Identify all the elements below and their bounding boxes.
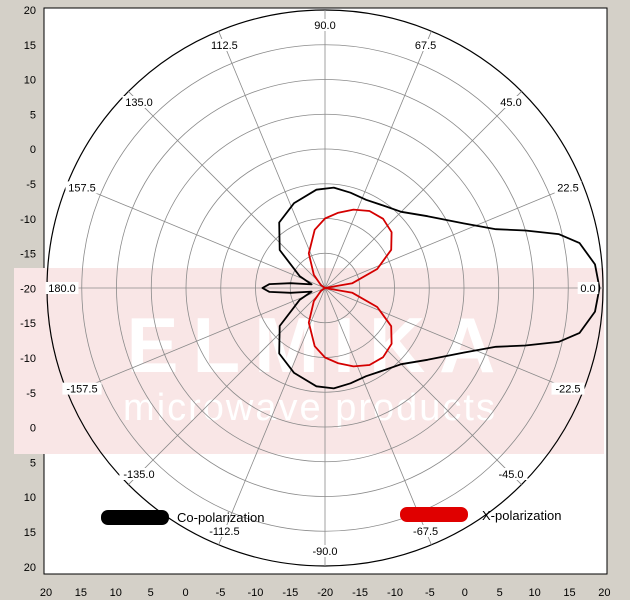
y-tick-label: 10 xyxy=(24,492,36,504)
angle-label-bg xyxy=(409,525,443,537)
y-tick-label: 15 xyxy=(24,40,36,52)
y-tick-label: 20 xyxy=(24,5,36,17)
angle-label-bg xyxy=(119,468,159,480)
grid-spoke xyxy=(128,287,326,485)
grid-spoke xyxy=(324,287,582,395)
angle-label-bg xyxy=(494,468,528,480)
legend-item-co-polarization: Co-polarization xyxy=(101,510,264,525)
x-tick-label: -5 xyxy=(216,587,226,599)
y-tick-label: -5 xyxy=(26,388,36,400)
x-tick-label: 0 xyxy=(462,587,468,599)
grid-spoke xyxy=(324,287,432,545)
angle-label: 112.5 xyxy=(211,40,238,52)
angle-label: 135.0 xyxy=(125,97,153,109)
grid-spoke xyxy=(128,91,326,289)
y-tick-label: 20 xyxy=(24,562,36,574)
y-tick-label: -20 xyxy=(20,283,36,295)
y-tick-label: -10 xyxy=(20,214,36,226)
y-tick-label: 5 xyxy=(30,457,36,469)
angle-label-bg xyxy=(577,282,599,294)
angle-label: 67.5 xyxy=(415,40,436,52)
watermark-tagline: microwave products xyxy=(123,387,497,429)
y-tick-label: 0 xyxy=(30,144,36,156)
angle-label-bg xyxy=(207,39,241,51)
angle-label-bg xyxy=(551,382,585,395)
angle-label-bg xyxy=(204,525,244,537)
y-tick-label: -15 xyxy=(20,318,36,330)
y-tick-label: 5 xyxy=(30,109,36,121)
x-tick-label: 10 xyxy=(528,587,540,599)
legend-swatch-x-polarization xyxy=(400,507,468,522)
x-tick-label: 5 xyxy=(497,587,503,599)
legend-item-x-polarization: X-polarization xyxy=(400,507,562,523)
angle-label-bg xyxy=(45,282,79,294)
series-co-polarization-trace xyxy=(261,186,601,390)
legend-swatch-co-polarization xyxy=(101,510,169,525)
angle-label-bg xyxy=(308,545,342,557)
angle-label-bg xyxy=(497,96,525,108)
x-tick-label: 15 xyxy=(563,587,575,599)
watermark-band xyxy=(14,268,604,454)
angle-label-bg xyxy=(554,181,582,194)
angle-label-bg xyxy=(65,181,99,194)
angle-label-bg xyxy=(412,39,439,51)
x-axis-ticks: 20 15 10 5 0 -5 -10 -15 -20 -15 -10 -5 0 5 10 15 20 xyxy=(40,587,611,599)
y-tick-label: 10 xyxy=(24,75,36,87)
angle-label: 45.0 xyxy=(500,97,521,109)
angle-label: -157.5 xyxy=(66,384,97,396)
series-x-polarization-trace xyxy=(307,208,393,368)
grid-spoke xyxy=(324,31,432,289)
y-tick-label: -15 xyxy=(20,249,36,261)
series-layer xyxy=(261,186,601,390)
angle-label: 157.5 xyxy=(68,182,96,194)
y-axis-ticks: 20 15 10 5 0 -5 -10 -15 -20 -15 -10 -5 0 5 10 15 20 xyxy=(20,5,36,574)
y-tick-label: 15 xyxy=(24,527,36,539)
angle-label: -22.5 xyxy=(555,384,580,396)
angle-label-bg xyxy=(62,382,102,395)
grid-spoke xyxy=(324,91,522,289)
angle-label: 22.5 xyxy=(557,182,578,194)
x-tick-label: -10 xyxy=(387,587,403,599)
x-tick-label: 20 xyxy=(40,587,52,599)
x-tick-label: 15 xyxy=(75,587,87,599)
grid-spoke xyxy=(324,181,582,289)
grid-spoke xyxy=(218,287,326,545)
angle-labels: 0.0 22.5 45.0 67.5 90.0 112.5 135.0 157.5 180.0 -… xyxy=(45,19,599,558)
angle-label: -135.0 xyxy=(123,469,154,481)
y-tick-label: 0 xyxy=(30,423,36,435)
angle-label-bg xyxy=(122,96,156,108)
angle-label: -90.0 xyxy=(312,546,337,558)
legend-label-x-polarization: X-polarization xyxy=(482,508,562,523)
angle-label: 90.0 xyxy=(314,20,335,32)
legend: Co-polarization X-polarization xyxy=(101,507,562,525)
y-tick-label: -5 xyxy=(26,179,36,191)
angle-label: -67.5 xyxy=(413,526,438,538)
x-tick-label: -15 xyxy=(282,587,298,599)
x-tick-label: 10 xyxy=(110,587,122,599)
angle-label: 0.0 xyxy=(580,283,595,295)
grid-spoke xyxy=(68,181,326,289)
x-tick-label: 5 xyxy=(148,587,154,599)
angle-label: 180.0 xyxy=(48,283,76,295)
x-tick-label: 20 xyxy=(598,587,610,599)
grid-spoke xyxy=(324,287,522,485)
x-tick-label: -15 xyxy=(352,587,368,599)
y-tick-label: -10 xyxy=(20,353,36,365)
legend-label-co-polarization: Co-polarization xyxy=(177,510,264,525)
angle-label: -112.5 xyxy=(209,526,239,538)
grid-spoke xyxy=(218,31,326,289)
grid-spoke xyxy=(68,287,326,395)
x-tick-label: -5 xyxy=(425,587,435,599)
x-tick-label: -10 xyxy=(247,587,263,599)
angle-label-bg xyxy=(311,19,339,31)
x-tick-label: 0 xyxy=(183,587,189,599)
angle-label: -45.0 xyxy=(498,469,523,481)
x-tick-label: -20 xyxy=(317,587,333,599)
